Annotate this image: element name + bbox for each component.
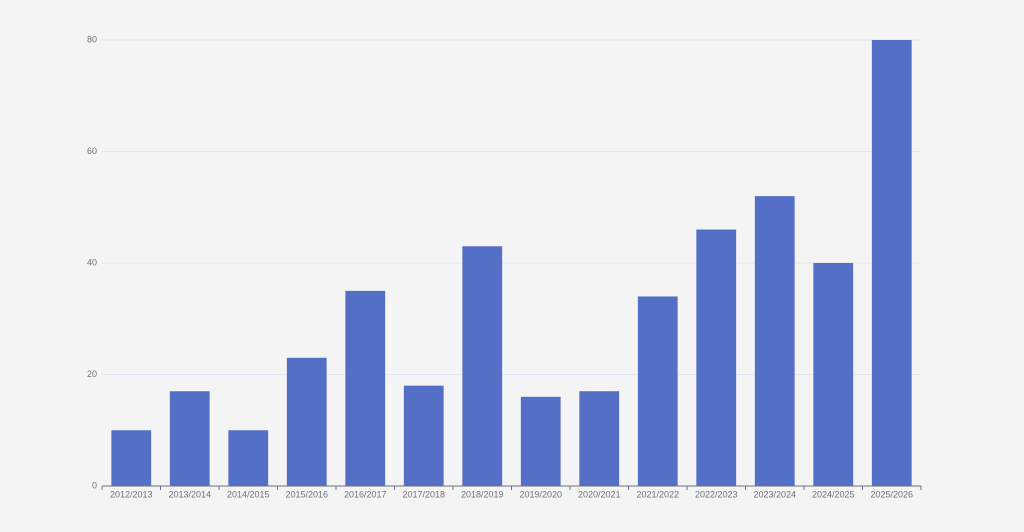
y-tick-label: 80 [87,34,97,44]
y-tick-label: 60 [87,146,97,156]
bar [579,391,620,486]
x-tick-label: 2015/2016 [285,489,328,499]
x-tick-label: 2012/2013 [110,489,153,499]
x-tick-label: 2021/2022 [636,489,679,499]
x-tick-label: 2024/2025 [812,489,855,499]
y-tick-label: 0 [92,480,97,490]
x-tick-label: 2018/2019 [461,489,504,499]
bar [169,391,210,486]
bar [696,229,737,487]
bar [403,385,444,486]
x-tick-label: 2016/2017 [344,489,387,499]
x-tick-label: 2014/2015 [227,489,270,499]
y-tick-label: 40 [87,257,97,267]
bar [228,430,269,486]
bar [111,430,152,486]
bar [754,196,795,486]
bar [345,290,386,486]
bar [520,396,561,486]
y-tick-label: 20 [87,369,97,379]
x-tick-label: 2023/2024 [753,489,796,499]
x-tick-label: 2017/2018 [402,489,445,499]
x-tick-label: 2022/2023 [695,489,738,499]
x-tick-label: 2025/2026 [870,489,913,499]
bar [871,40,912,486]
bar [813,263,854,486]
x-tick-label: 2013/2014 [168,489,211,499]
bar [286,357,327,486]
bar [637,296,678,486]
x-tick-label: 2019/2020 [519,489,562,499]
bar [462,246,503,486]
x-tick-label: 2020/2021 [578,489,621,499]
